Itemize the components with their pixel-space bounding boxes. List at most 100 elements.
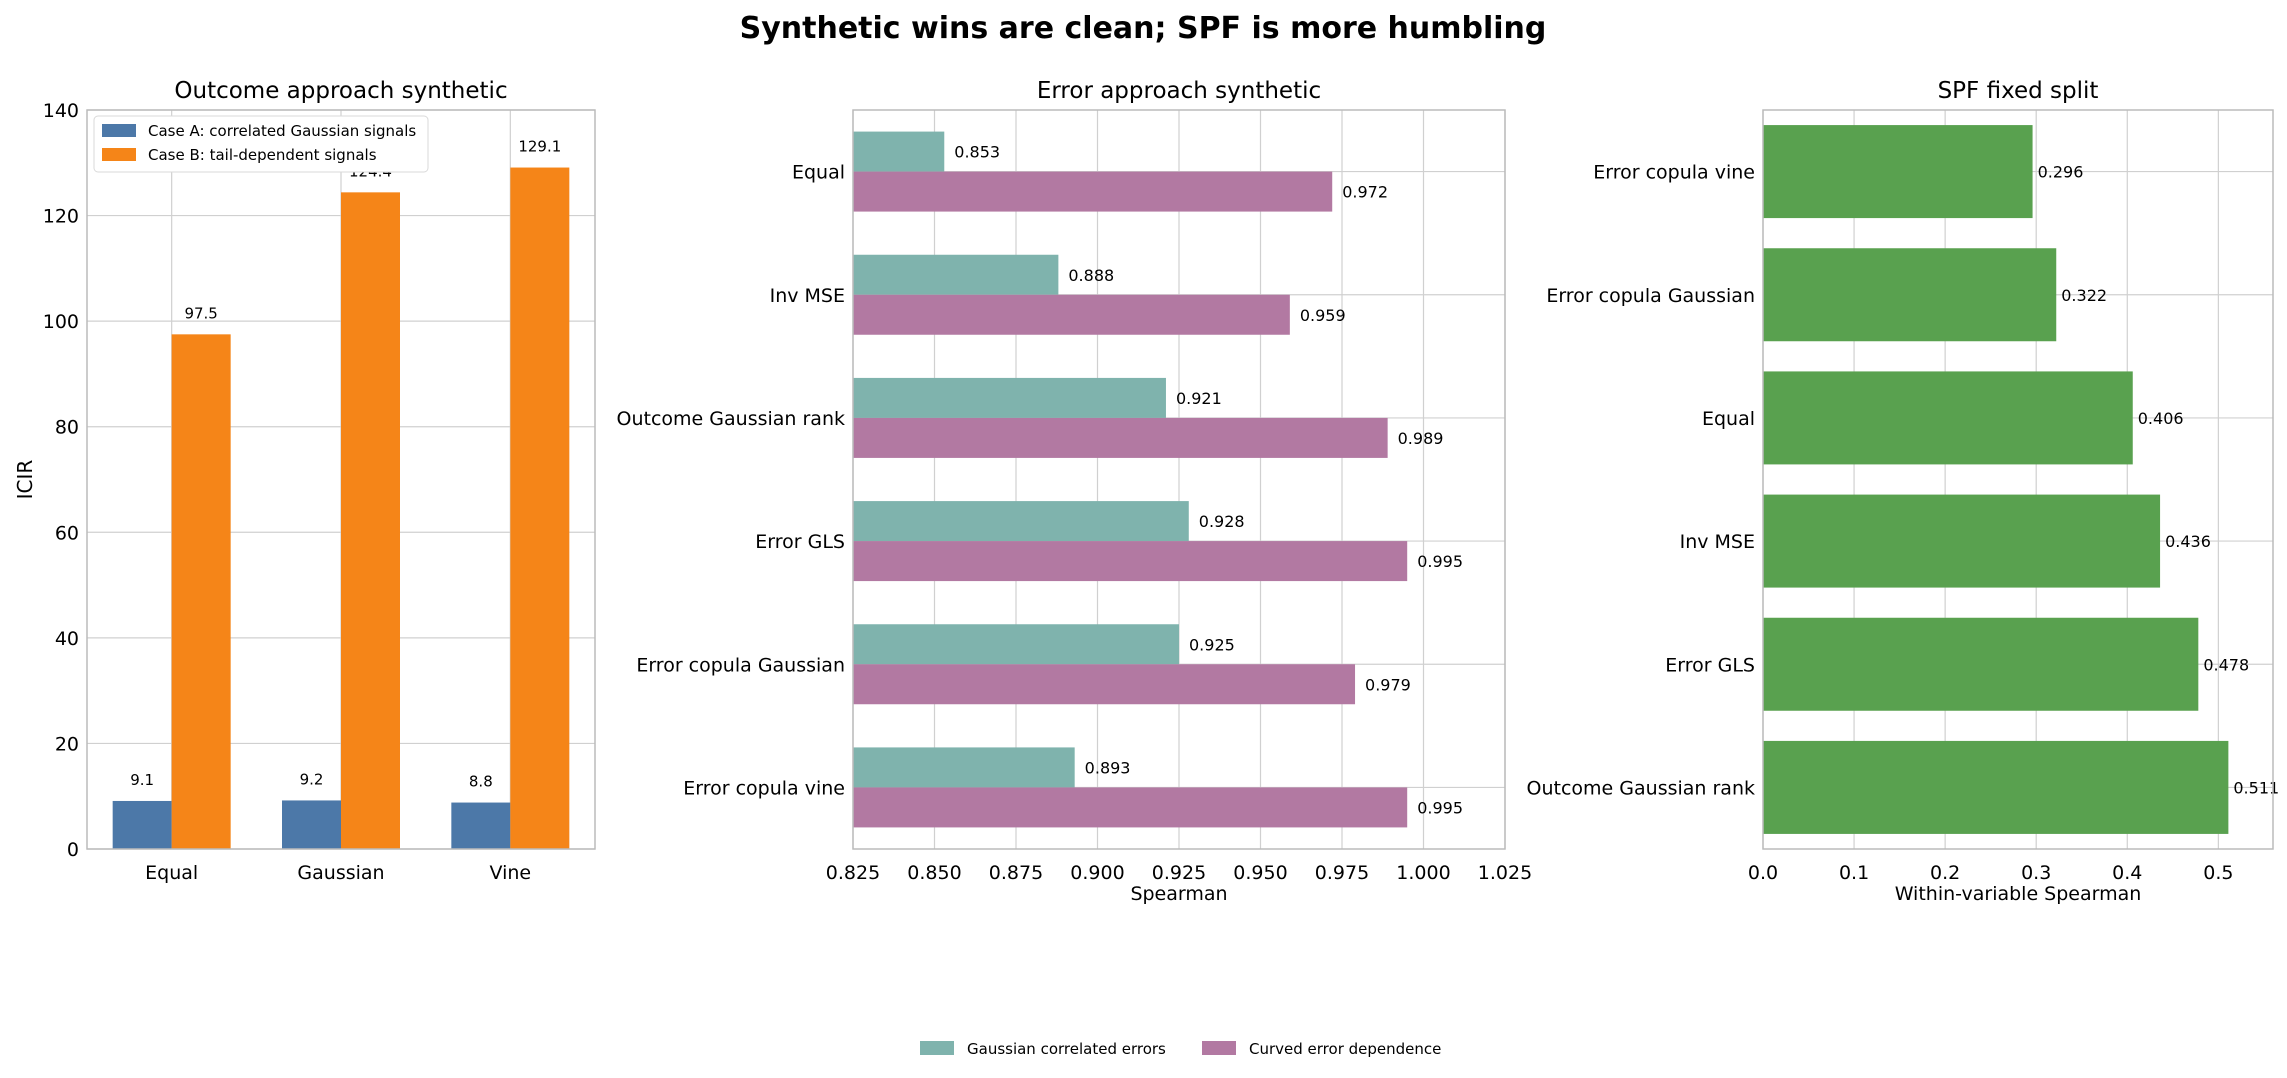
bar-case-a [451,802,511,849]
bar-curved-errors [853,541,1408,582]
chart-title: Error approach synthetic [1037,78,1321,104]
plot-frame [852,109,1506,850]
bar-value-label: 0.322 [2061,286,2107,305]
bar-value-label: 0.925 [1189,635,1235,654]
bar-curved-errors [853,664,1356,705]
y-tick-label: Inv MSE [770,285,845,307]
y-tick-label: 0 [67,839,79,861]
bar-value-label: 0.979 [1365,675,1411,694]
y-tick-label: Error GLS [755,531,845,553]
bar-value-label: 0.989 [1398,429,1444,448]
x-tick-label: 1.000 [1396,862,1450,884]
bar-spf [1763,371,2133,465]
x-tick-label: Gaussian [297,862,384,884]
x-tick-label: 0.5 [2203,862,2233,884]
x-tick-label: Vine [490,862,532,884]
bar-value-label: 0.296 [2038,163,2084,182]
y-tick-label: Error copula Gaussian [1546,285,1755,307]
bar-value-label: 0.893 [1085,758,1131,777]
y-tick-label: Outcome Gaussian rank [617,408,845,430]
bar-case-b [510,167,570,849]
x-tick-label: 0.825 [826,862,880,884]
bar-value-label: 0.928 [1199,512,1245,531]
bar-case-a [282,800,341,849]
bar-spf [1763,740,2229,834]
bar-gaussian-errors [853,501,1189,542]
bar-spf [1763,617,2199,711]
x-axis-label: Spearman [1130,883,1227,905]
legend-swatch [1202,1041,1236,1055]
legend-entry: Case A: correlated Gaussian signals [148,122,416,140]
bar-spf [1763,494,2161,588]
x-tick-label: 0.1 [1839,862,1869,884]
x-tick-label: 0.950 [1233,862,1287,884]
bar-value-label: 0.995 [1417,552,1463,571]
bar-value-label: 0.406 [2138,409,2184,428]
y-tick-label: 80 [55,417,79,439]
error-approach-legend: Gaussian correlated errors Curved error d… [920,1040,1441,1058]
y-tick-label: 40 [55,628,79,650]
x-tick-label: 1.025 [1478,862,1532,884]
bar-value-label: 0.478 [2203,655,2249,674]
y-tick-label: Error copula vine [1593,162,1755,184]
y-tick-label: Equal [1702,408,1755,430]
bar-value-label: 0.853 [954,143,1000,162]
bar-curved-errors [853,417,1388,458]
bar-case-b [341,192,400,850]
bar-value-label: 0.959 [1300,306,1346,325]
error-approach-chart: 0.825 0.850 0.875 0.900 0.925 0.950 0.975 1.000… [617,78,1533,905]
x-tick-label: 0.900 [1070,862,1124,884]
legend-swatch [920,1041,954,1055]
legend-entry: Gaussian correlated errors [967,1040,1166,1058]
y-tick-label: Equal [792,162,845,184]
x-tick-label: Equal [145,862,198,884]
x-tick-label: 0.0 [1748,862,1778,884]
bar-value-label: 8.8 [469,773,493,791]
y-tick-label: Error copula Gaussian [636,654,845,676]
bar-value-label: 9.2 [300,770,324,788]
bar-curved-errors [853,787,1408,828]
bar-gaussian-errors [853,254,1059,295]
bar-gaussian-errors [853,624,1179,665]
x-axis-label: Within-variable Spearman [1895,883,2142,905]
bar-gaussian-errors [853,377,1166,418]
y-tick-label: Error GLS [1665,654,1755,676]
spf-fixed-split-chart: 0.0 0.1 0.2 0.3 0.4 0.5 Error copula vine Error… [1527,78,2280,905]
bar-value-label: 97.5 [184,304,217,322]
x-tick-label: 0.850 [907,862,961,884]
x-tick-label: 0.4 [2112,862,2142,884]
legend-entry: Curved error dependence [1249,1040,1441,1058]
legend: Case A: correlated Gaussian signals Case … [93,115,429,173]
x-tick-label: 0.975 [1315,862,1369,884]
legend-box [93,115,429,173]
y-axis-label: ICIR [13,460,37,500]
plot-frame [1762,109,2274,850]
bar-case-b [171,334,231,849]
y-tick-label: Inv MSE [1680,531,1755,553]
y-tick-label: 20 [55,733,79,755]
y-tick-label: 60 [55,522,79,544]
plot-frame [86,109,596,850]
bar-value-label: 9.1 [130,771,154,789]
y-tick-label: 100 [43,311,79,333]
legend-entry: Case B: tail-dependent signals [148,146,377,164]
y-tick-label: 140 [43,100,79,122]
bar-gaussian-errors [853,747,1075,788]
x-tick-label: 0.2 [1930,862,1960,884]
figure-title: Synthetic wins are clean; SPF is more hu… [740,11,1547,46]
bar-value-label: 0.888 [1068,266,1114,285]
y-tick-label: Error copula vine [683,777,845,799]
legend-swatch [102,148,136,161]
x-tick-label: 0.925 [1152,862,1206,884]
outcome-approach-chart: 0 20 40 60 80 100 120 140 Equal Gaussian Vine 9.1 9.… [13,78,596,884]
legend-swatch [102,124,136,137]
bar-value-label: 0.972 [1342,183,1388,202]
bar-curved-errors [853,171,1333,212]
y-tick-label: Outcome Gaussian rank [1527,777,1755,799]
bar-value-label: 129.1 [518,138,561,156]
y-tick-label: 120 [43,206,79,228]
bar-case-a [112,800,172,849]
bar-value-label: 0.436 [2165,532,2211,551]
bar-spf [1763,248,2057,342]
